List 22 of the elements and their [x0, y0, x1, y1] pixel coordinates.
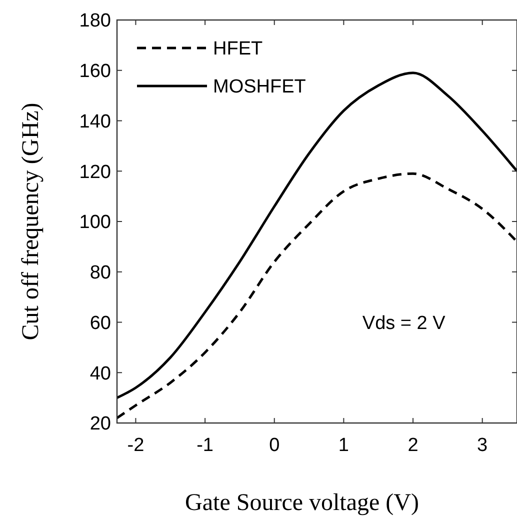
x-axis-title: Gate Source voltage (V) — [185, 490, 419, 516]
x-tick-label: -1 — [196, 435, 214, 456]
x-tick-label: -2 — [127, 435, 144, 456]
legend-label: HFET — [213, 38, 263, 60]
y-tick-label: 40 — [90, 363, 111, 384]
x-tick-label: 3 — [477, 435, 488, 456]
x-tick-label: 0 — [269, 435, 280, 456]
y-tick-label: 160 — [79, 61, 111, 82]
annotation: Vds = 2 V — [362, 312, 446, 334]
line-series — [117, 72, 517, 400]
y-axis-title: Cut off frequency (GHz) — [18, 102, 44, 340]
y-tick-label: 180 — [79, 10, 111, 32]
y-tick-label: 140 — [79, 111, 111, 132]
y-tick-label: 20 — [90, 414, 111, 435]
x-tick-label: 2 — [408, 435, 418, 456]
line-series — [117, 172, 517, 420]
x-tick-label: 1 — [338, 435, 349, 456]
legend-label: MOSHFET — [213, 76, 306, 98]
y-tick-label: 120 — [79, 162, 111, 183]
y-tick-label: 80 — [90, 262, 111, 284]
y-tick-label: 100 — [79, 212, 111, 234]
y-tick-label: 60 — [90, 312, 111, 334]
